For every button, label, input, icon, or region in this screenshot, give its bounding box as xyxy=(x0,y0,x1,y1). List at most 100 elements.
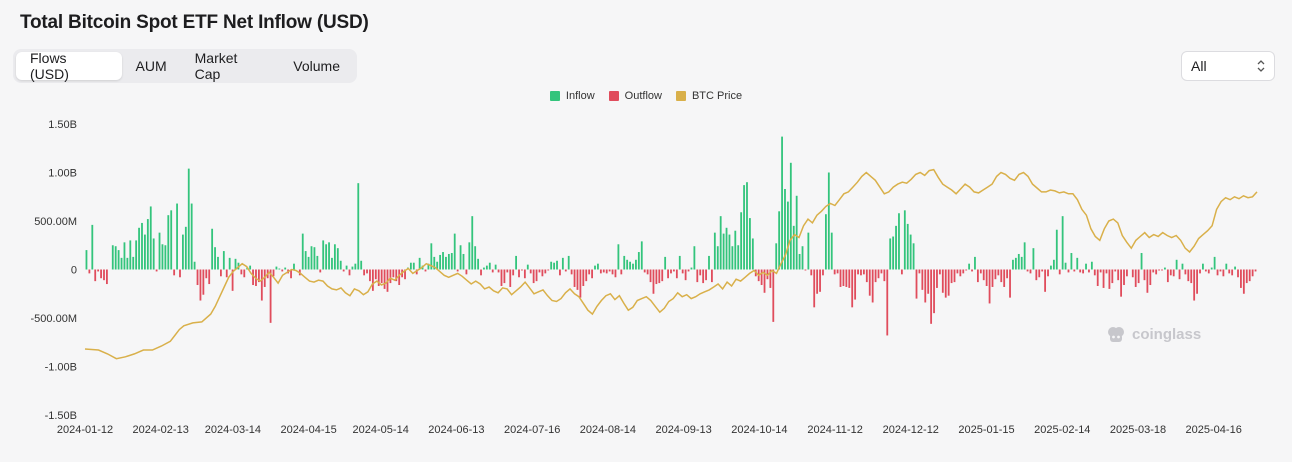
inflow-bar[interactable] xyxy=(795,195,798,270)
inflow-bar[interactable] xyxy=(132,256,135,270)
outflow-bar[interactable] xyxy=(1035,269,1038,281)
inflow-bar[interactable] xyxy=(211,228,214,270)
inflow-bar[interactable] xyxy=(412,262,415,270)
outflow-bar[interactable] xyxy=(950,269,953,284)
outflow-bar[interactable] xyxy=(503,269,506,284)
outflow-bar[interactable] xyxy=(374,269,377,280)
outflow-bar[interactable] xyxy=(667,269,669,279)
inflow-bar[interactable] xyxy=(1085,263,1087,270)
outflow-bar[interactable] xyxy=(319,269,322,273)
range-select[interactable]: All xyxy=(1181,51,1275,81)
outflow-bar[interactable] xyxy=(816,269,819,294)
outflow-bar[interactable] xyxy=(1231,269,1234,276)
outflow-bar[interactable] xyxy=(941,269,944,293)
outflow-bar[interactable] xyxy=(702,269,705,284)
outflow-bar[interactable] xyxy=(415,269,418,275)
inflow-bar[interactable] xyxy=(1050,265,1052,270)
outflow-bar[interactable] xyxy=(1000,269,1003,283)
outflow-bar[interactable] xyxy=(769,269,772,288)
inflow-bar[interactable] xyxy=(149,206,152,270)
outflow-bar[interactable] xyxy=(962,269,965,274)
inflow-bar[interactable] xyxy=(474,246,477,270)
inflow-bar[interactable] xyxy=(439,254,442,270)
inflow-bar[interactable] xyxy=(898,213,900,270)
outflow-bar[interactable] xyxy=(1003,269,1006,287)
inflow-bar[interactable] xyxy=(485,265,488,270)
inflow-bar[interactable] xyxy=(117,250,120,270)
outflow-bar[interactable] xyxy=(521,269,523,271)
outflow-bar[interactable] xyxy=(363,269,366,276)
outflow-bar[interactable] xyxy=(921,269,924,290)
outflow-bar[interactable] xyxy=(772,269,775,322)
outflow-bar[interactable] xyxy=(591,269,593,279)
inflow-bar[interactable] xyxy=(550,261,553,270)
outflow-bar[interactable] xyxy=(480,269,482,276)
inflow-bar[interactable] xyxy=(778,211,781,270)
inflow-bar[interactable] xyxy=(909,234,912,270)
inflow-bar[interactable] xyxy=(293,263,295,270)
outflow-bar[interactable] xyxy=(699,269,702,276)
inflow-bar[interactable] xyxy=(968,263,971,270)
outflow-bar[interactable] xyxy=(1155,269,1158,275)
inflow-bar[interactable] xyxy=(313,247,316,270)
outflow-bar[interactable] xyxy=(675,269,678,279)
inflow-bar[interactable] xyxy=(164,245,167,270)
outflow-bar[interactable] xyxy=(1161,269,1163,271)
inflow-bar[interactable] xyxy=(734,230,737,270)
tab-flows-usd[interactable]: Flows (USD) xyxy=(16,50,122,82)
inflow-bar[interactable] xyxy=(360,260,363,270)
inflow-bar[interactable] xyxy=(807,232,810,270)
outflow-bar[interactable] xyxy=(106,269,108,285)
inflow-bar[interactable] xyxy=(325,244,328,270)
outflow-bar[interactable] xyxy=(933,269,935,314)
inflow-bar[interactable] xyxy=(713,232,716,270)
outflow-bar[interactable] xyxy=(252,269,254,286)
outflow-bar[interactable] xyxy=(535,269,538,282)
outflow-bar[interactable] xyxy=(1079,269,1082,273)
outflow-bar[interactable] xyxy=(836,269,839,274)
outflow-bar[interactable] xyxy=(88,269,91,274)
inflow-bar[interactable] xyxy=(357,183,360,270)
outflow-bar[interactable] xyxy=(225,269,228,278)
outflow-bar[interactable] xyxy=(661,269,664,282)
outflow-bar[interactable] xyxy=(243,269,246,278)
inflow-bar[interactable] xyxy=(1140,253,1143,270)
inflow-bar[interactable] xyxy=(442,252,444,270)
outflow-bar[interactable] xyxy=(103,269,105,281)
outflow-bar[interactable] xyxy=(585,269,588,282)
outflow-bar[interactable] xyxy=(173,269,176,276)
outflow-bar[interactable] xyxy=(263,269,266,287)
inflow-bar[interactable] xyxy=(1210,267,1213,270)
outflow-bar[interactable] xyxy=(763,269,766,293)
outflow-bar[interactable] xyxy=(971,269,973,272)
outflow-bar[interactable] xyxy=(1242,269,1245,294)
outflow-bar[interactable] xyxy=(371,269,374,291)
outflow-bar[interactable] xyxy=(760,269,763,286)
outflow-bar[interactable] xyxy=(673,269,675,272)
outflow-bar[interactable] xyxy=(579,269,582,298)
inflow-bar[interactable] xyxy=(974,256,976,270)
outflow-bar[interactable] xyxy=(155,269,158,272)
inflow-bar[interactable] xyxy=(906,223,909,270)
inflow-bar[interactable] xyxy=(775,243,778,270)
inflow-bar[interactable] xyxy=(640,241,643,270)
outflow-bar[interactable] xyxy=(991,269,994,287)
outflow-bar[interactable] xyxy=(231,269,234,291)
outflow-bar[interactable] xyxy=(465,269,468,275)
inflow-bar[interactable] xyxy=(141,222,143,270)
inflow-bar[interactable] xyxy=(138,227,140,270)
outflow-bar[interactable] xyxy=(886,269,889,336)
inflow-bar[interactable] xyxy=(310,246,313,270)
outflow-bar[interactable] xyxy=(369,269,371,282)
outflow-bar[interactable] xyxy=(1120,269,1122,297)
inflow-bar[interactable] xyxy=(1012,259,1014,270)
inflow-bar[interactable] xyxy=(801,246,804,270)
inflow-bar[interactable] xyxy=(301,233,304,270)
outflow-bar[interactable] xyxy=(994,269,997,280)
outflow-bar[interactable] xyxy=(927,269,930,294)
inflow-bar[interactable] xyxy=(158,232,161,270)
outflow-bar[interactable] xyxy=(1207,269,1210,274)
outflow-bar[interactable] xyxy=(1117,269,1120,281)
outflow-bar[interactable] xyxy=(547,269,550,271)
outflow-bar[interactable] xyxy=(1196,269,1198,294)
